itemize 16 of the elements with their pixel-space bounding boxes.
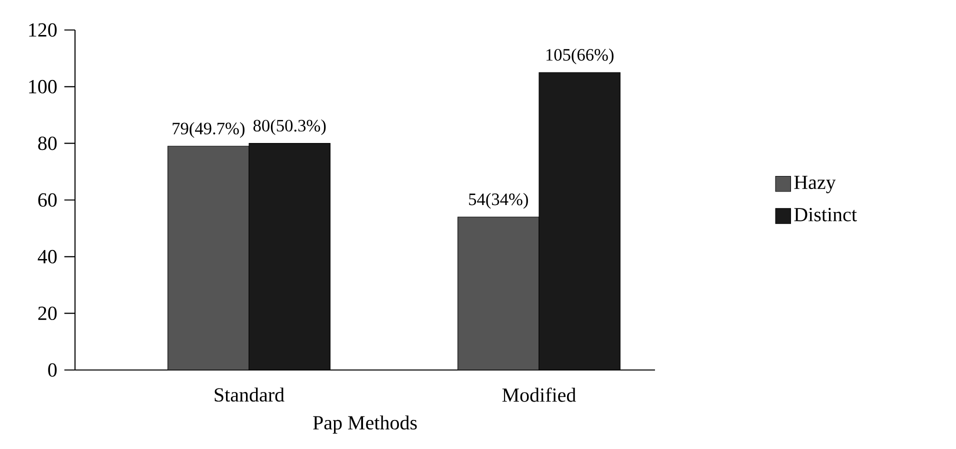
legend-label: Hazy: [794, 176, 836, 194]
y-tick-label: 120: [29, 23, 57, 37]
data-label: 80(50.3%): [253, 119, 326, 136]
x-tick-label: Standard: [214, 388, 284, 402]
y-tick-label: 0: [48, 363, 57, 377]
x-tick-label: Modified: [502, 388, 576, 402]
legend-label: Distinct: [794, 208, 857, 222]
y-tick-label: 80: [38, 136, 57, 150]
data-label: 54(34%): [469, 193, 528, 209]
data-label: 105(66%): [546, 48, 614, 64]
y-tick-label: 100: [29, 80, 57, 94]
y-tick-label: 40: [38, 250, 57, 264]
x-axis-title: Pap Methods: [313, 415, 417, 434]
data-label: 79(49.7%): [172, 122, 244, 138]
y-tick-label: 60: [38, 193, 57, 207]
y-tick-label: 20: [38, 306, 57, 320]
